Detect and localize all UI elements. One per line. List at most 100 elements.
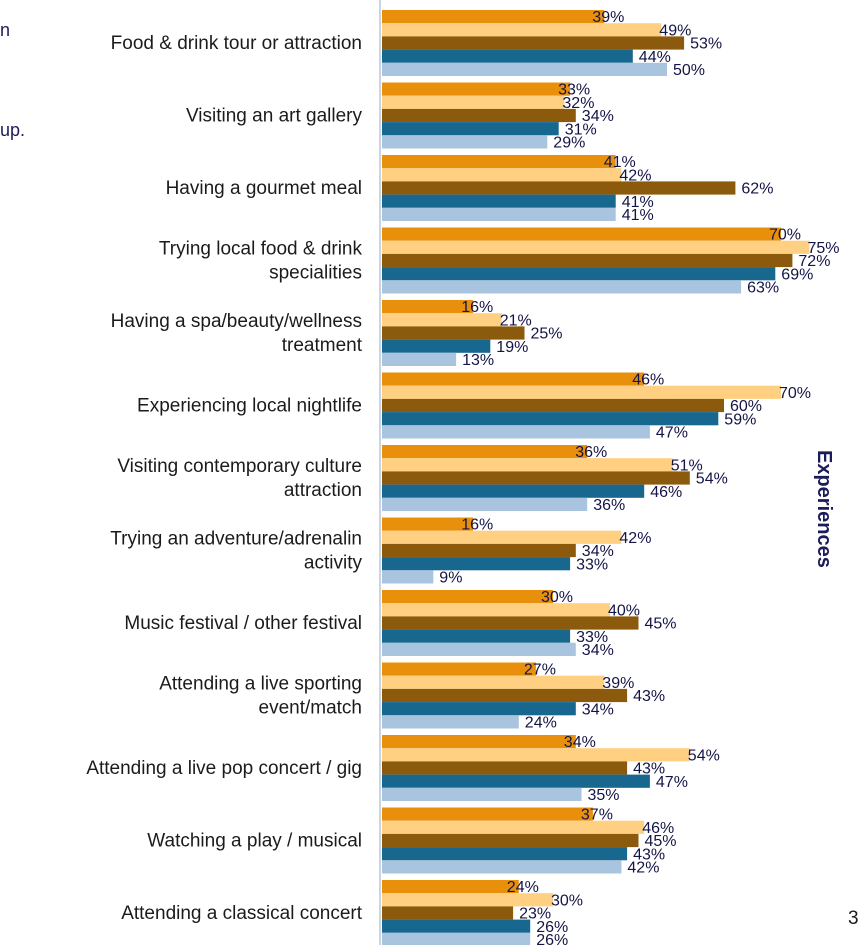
- data-label: 33%: [576, 629, 608, 646]
- data-label: 41%: [604, 154, 636, 171]
- bar: [382, 761, 628, 775]
- data-label: 9%: [439, 570, 462, 587]
- cutoff-text-2: up.: [0, 120, 26, 140]
- bar: [382, 49, 633, 63]
- data-label: 53%: [690, 36, 722, 53]
- bar: [382, 603, 610, 617]
- category-label: Attending a live sporting: [159, 674, 362, 695]
- data-label: 16%: [461, 517, 493, 534]
- bar: [382, 735, 576, 749]
- data-label: 72%: [798, 253, 830, 270]
- bar: [382, 715, 519, 729]
- bar: [382, 36, 685, 50]
- data-label: 42%: [627, 860, 659, 877]
- data-label: 36%: [575, 444, 607, 461]
- data-label: 63%: [747, 280, 779, 297]
- data-label: 50%: [673, 62, 705, 79]
- bar: [382, 108, 576, 123]
- data-label: 44%: [639, 49, 671, 66]
- bar: [382, 530, 622, 544]
- bar: [382, 168, 622, 182]
- data-label: 43%: [633, 761, 665, 778]
- bar: [382, 62, 667, 76]
- bar: [382, 425, 650, 439]
- data-label: 59%: [724, 411, 756, 428]
- bar: [382, 385, 781, 399]
- bar: [382, 570, 434, 584]
- category-labels: Food & drink tour or attraction Visiting …: [86, 33, 362, 924]
- data-label: 51%: [671, 457, 703, 474]
- bar: [382, 398, 724, 413]
- bar: [382, 181, 736, 195]
- bar: [382, 339, 491, 353]
- side-title: Experiences: [813, 450, 835, 568]
- data-label: 19%: [496, 339, 528, 356]
- data-label: 62%: [741, 181, 773, 198]
- data-label: 54%: [688, 747, 720, 764]
- bar: [382, 702, 576, 716]
- category-label: activity: [304, 553, 363, 574]
- category-label: specialities: [269, 263, 362, 284]
- data-label: 40%: [608, 602, 640, 619]
- bars-group: [382, 10, 810, 945]
- page-number: 3: [848, 908, 859, 929]
- data-label: 46%: [632, 372, 664, 389]
- bar: [382, 95, 565, 109]
- bar: [382, 748, 690, 762]
- data-label: 34%: [582, 108, 614, 125]
- category-label: Having a gourmet meal: [166, 178, 362, 199]
- data-label: 45%: [645, 616, 677, 633]
- bar: [382, 497, 588, 511]
- category-label: Watching a play / musical: [147, 831, 362, 852]
- data-label: 31%: [565, 121, 597, 138]
- data-label: 24%: [525, 715, 557, 732]
- bar: [382, 629, 571, 643]
- data-label: 54%: [696, 471, 728, 488]
- bar: [382, 833, 639, 848]
- bar: [382, 820, 645, 834]
- cutoff-text-1: n: [0, 20, 11, 40]
- category-label: Experiencing local nightlife: [137, 396, 362, 417]
- bar: [382, 662, 536, 676]
- bar: [382, 642, 576, 656]
- data-label: 30%: [551, 892, 583, 909]
- data-label: 70%: [779, 385, 811, 402]
- bar: [382, 557, 571, 571]
- bar: [382, 300, 474, 314]
- data-label: 34%: [582, 701, 614, 718]
- data-label: 41%: [622, 194, 654, 211]
- bar: [382, 517, 474, 531]
- bar: [382, 253, 793, 268]
- category-label: Food & drink tour or attraction: [111, 33, 362, 54]
- bar: [382, 445, 588, 459]
- data-label: 39%: [602, 675, 634, 692]
- category-label: Trying an adventure/adrenalin: [110, 529, 362, 550]
- data-label: 25%: [531, 326, 563, 343]
- bar: [382, 787, 582, 801]
- data-label: 47%: [656, 425, 688, 442]
- bar: [382, 267, 776, 281]
- category-label: Attending a classical concert: [121, 903, 363, 924]
- data-label: 75%: [808, 240, 840, 257]
- data-label: 36%: [593, 497, 625, 514]
- data-label: 43%: [633, 688, 665, 705]
- data-label: 39%: [592, 9, 624, 26]
- data-label: 45%: [645, 833, 677, 850]
- data-label: 26%: [536, 932, 568, 945]
- data-label: 33%: [558, 82, 590, 99]
- category-label: Attending a live pop concert / gig: [86, 758, 362, 779]
- bar: [382, 458, 673, 472]
- bar: [382, 543, 576, 558]
- bar: [382, 313, 502, 327]
- data-label: 24%: [507, 879, 539, 896]
- bar: [382, 675, 605, 689]
- bar: [382, 590, 553, 604]
- bar: [382, 122, 559, 136]
- value-labels: 39%49%53%44%50%33%32%34%31%29%41%42%62%4…: [439, 9, 839, 945]
- bar: [382, 471, 690, 485]
- data-label: 35%: [588, 787, 620, 804]
- data-label: 43%: [633, 846, 665, 863]
- category-label: Visiting contemporary culture: [117, 456, 362, 477]
- bar: [382, 372, 645, 386]
- bar: [382, 155, 616, 169]
